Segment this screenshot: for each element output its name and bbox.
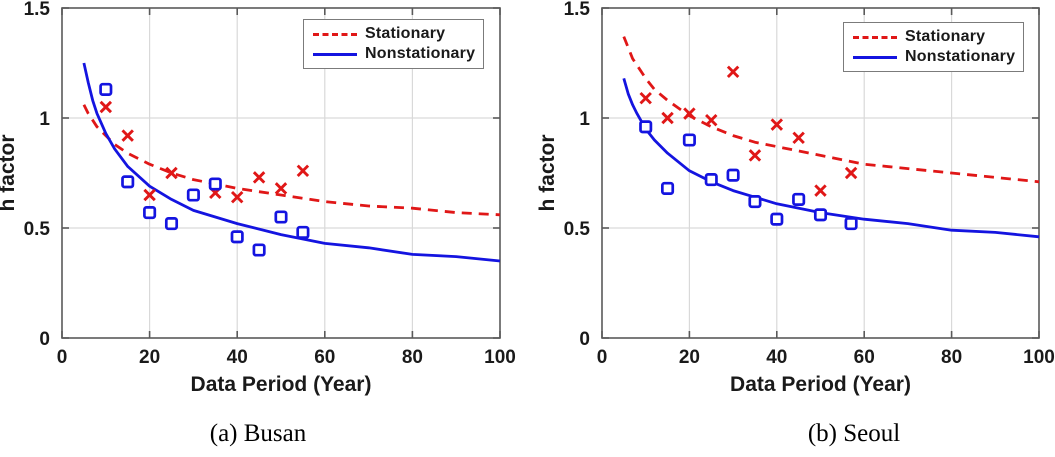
legend-item-stationary: Stationary — [313, 25, 483, 44]
axis-ticks — [61, 7, 501, 339]
square-marker — [661, 181, 675, 195]
panel-busan: 0 20 40 60 80 100 0 0.5 1 1.5 Data Period (Year) h … — [0, 0, 527, 457]
stationary-dashed-line-sample — [853, 35, 897, 39]
nonstationary-solid-line-sample — [313, 52, 357, 56]
busan-chart: 0 20 40 60 80 100 0 0.5 1 1.5 Data Period (Year) h … — [0, 0, 516, 396]
square-marker — [252, 243, 266, 257]
legend-item-stationary: Stationary — [853, 28, 1023, 47]
square-marker — [121, 175, 135, 189]
square-marker — [143, 206, 157, 220]
y-tick-label: 1.5 — [24, 0, 51, 20]
x-marker — [274, 182, 288, 195]
x-tick-label: 20 — [139, 347, 160, 368]
stationary-curve — [622, 36, 1040, 184]
square-marker — [770, 212, 784, 226]
y-axis-label: h factor — [0, 134, 19, 211]
x-marker — [814, 184, 827, 197]
square-marker — [704, 173, 718, 187]
x-marker — [252, 171, 266, 184]
nonstationary-curve — [82, 62, 501, 263]
y-tick-label: 1.5 — [564, 0, 591, 20]
axes-frame — [601, 7, 1040, 339]
x-tick-label: 80 — [402, 347, 423, 368]
square-marker — [230, 230, 244, 244]
legend-label-stationary: Stationary — [905, 28, 986, 45]
seoul-chart: 0 20 40 60 80 100 0 0.5 1 1.5 Data Period (Year) h … — [536, 0, 1055, 396]
square-marker — [274, 210, 288, 224]
x-tick-label: 40 — [227, 347, 248, 368]
x-axis-label: Data Period (Year) — [730, 373, 911, 396]
nonstationary-markers — [639, 120, 858, 231]
legend-label-nonstationary: Nonstationary — [905, 48, 1016, 65]
square-marker — [164, 217, 179, 231]
x-tick-label: 100 — [1023, 347, 1055, 368]
x-marker — [230, 190, 244, 204]
x-tick-label: 60 — [314, 347, 335, 368]
x-tick-label: 60 — [854, 347, 875, 368]
y-tick-label: 0.5 — [564, 219, 591, 240]
stationary-markers — [99, 100, 310, 204]
legend-item-nonstationary: Nonstationary — [313, 45, 483, 64]
x-marker — [296, 164, 310, 178]
y-tick-label: 0 — [39, 329, 50, 350]
x-tick-label: 0 — [597, 347, 608, 368]
stationary-curve — [82, 104, 501, 217]
x-marker — [770, 118, 784, 131]
legend-label-stationary: Stationary — [365, 25, 446, 42]
legend-busan: Stationary Nonstationary — [303, 19, 484, 69]
square-marker — [726, 168, 740, 182]
square-marker — [813, 208, 828, 222]
x-tick-label: 20 — [679, 347, 700, 368]
stationary-dashed-line-sample — [313, 32, 357, 36]
square-marker — [186, 188, 200, 202]
x-marker — [639, 91, 652, 105]
legend-seoul: Stationary Nonstationary — [843, 22, 1024, 72]
panel-seoul: 0 20 40 60 80 100 0 0.5 1 1.5 Data Period (Year) h … — [527, 0, 1055, 457]
legend-label-nonstationary: Nonstationary — [365, 45, 476, 62]
square-marker — [296, 225, 310, 239]
x-marker — [792, 131, 805, 145]
nonstationary-curve — [622, 78, 1040, 239]
x-marker — [121, 129, 134, 142]
x-marker — [683, 107, 696, 120]
square-marker — [208, 177, 222, 191]
square-marker — [639, 120, 653, 134]
nonstationary-solid-line-sample — [853, 55, 897, 59]
x-marker — [705, 113, 718, 127]
x-tick-label: 0 — [57, 347, 68, 368]
square-marker — [844, 217, 858, 231]
square-marker — [748, 195, 762, 209]
stationary-markers — [639, 65, 858, 197]
x-marker — [726, 65, 740, 79]
x-axis-label: Data Period (Year) — [191, 373, 372, 396]
axes-frame — [61, 7, 501, 339]
x-marker — [99, 100, 113, 114]
x-marker — [844, 166, 858, 180]
x-tick-label: 80 — [941, 347, 962, 368]
square-marker — [682, 133, 696, 147]
x-marker — [165, 166, 178, 180]
square-marker — [792, 192, 806, 206]
x-marker — [748, 149, 762, 162]
y-tick-label: 0.5 — [24, 219, 51, 240]
axis-ticks — [601, 7, 1040, 339]
y-tick-label: 0 — [579, 329, 590, 350]
y-axis-label: h factor — [536, 134, 559, 211]
caption-busan: (a) Busan — [209, 420, 307, 447]
legend-item-nonstationary: Nonstationary — [853, 48, 1023, 67]
x-marker — [661, 111, 674, 125]
x-tick-label: 40 — [766, 347, 787, 368]
y-tick-label: 1 — [579, 109, 590, 130]
nonstationary-markers — [99, 82, 310, 257]
square-marker — [99, 82, 113, 96]
x-tick-label: 100 — [484, 347, 516, 368]
caption-seoul: (b) Seoul — [807, 420, 901, 447]
x-marker — [143, 188, 156, 202]
y-tick-label: 1 — [39, 109, 50, 130]
